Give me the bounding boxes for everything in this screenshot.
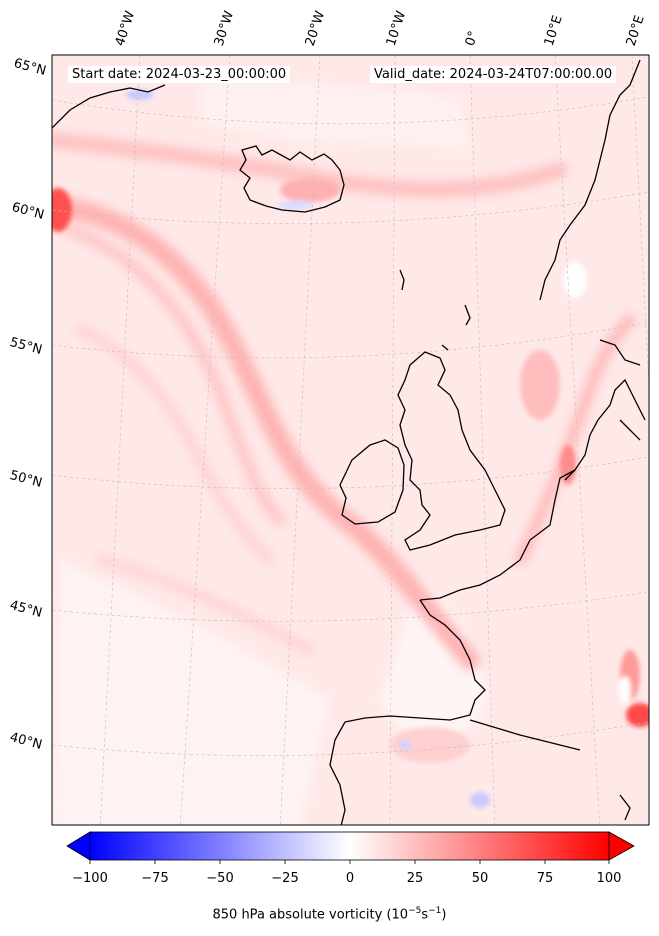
colorbar-tick: 25 <box>406 871 424 886</box>
colorbar-min-extend <box>66 831 91 861</box>
colorbar-tick: 50 <box>471 871 489 886</box>
colorbar-tick: −75 <box>141 871 169 886</box>
coastlines <box>52 59 646 825</box>
colorbar-tick: 75 <box>536 871 554 886</box>
start-date-label: Start date: 2024-03-23_00:00:00 <box>68 66 291 83</box>
colorbar-max-extend <box>608 831 635 861</box>
vorticity-field <box>52 55 649 825</box>
biscay-coast <box>344 599 486 723</box>
vorticity-map <box>51 54 650 826</box>
colorbar-tick: −100 <box>72 871 108 886</box>
colorbar-tick: 100 <box>596 871 622 886</box>
colorbar-tick: −50 <box>206 871 234 886</box>
graticule <box>52 55 649 825</box>
iceland-coast <box>239 145 345 213</box>
great-britain-coast <box>397 351 506 551</box>
colorbar-gradient <box>89 831 610 861</box>
colorbar-tick: 0 <box>345 871 355 886</box>
ireland-coast <box>339 439 405 525</box>
france-coast <box>419 469 576 601</box>
denmark-coast <box>564 378 646 481</box>
colorbar-tick: −25 <box>271 871 299 886</box>
valid-date-label: Valid_date: 2024-03-24T07:00:00.00 <box>370 66 617 83</box>
iberia-coast <box>329 721 346 825</box>
colorbar <box>66 831 635 864</box>
colorbar-title: 850 hPa absolute vorticity (10−5s−1) <box>212 906 447 923</box>
norway-coast <box>539 59 641 301</box>
